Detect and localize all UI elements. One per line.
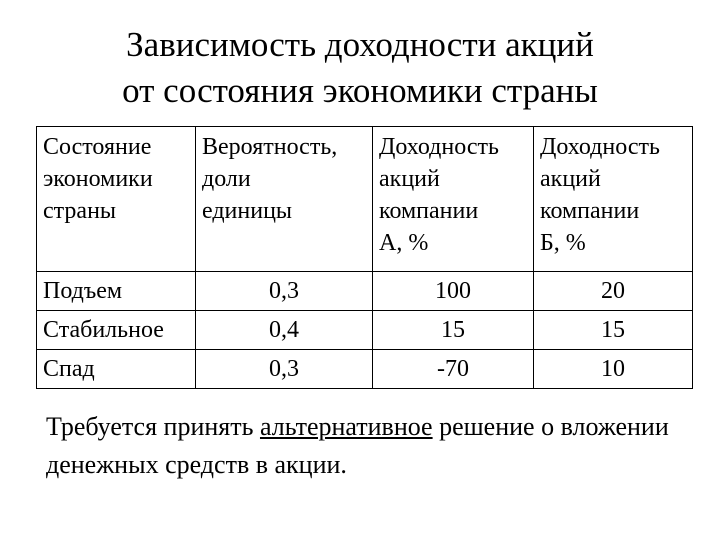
cell-return-b: 15 — [533, 310, 693, 350]
header-return-b: Доходность акций компании Б, % — [533, 126, 693, 272]
cell-return-b: 10 — [533, 349, 693, 389]
title-line-2: от состояния экономики страны — [122, 71, 598, 110]
slide-title: Зависимость доходности акций от состояни… — [0, 22, 720, 114]
table-row: Спад 0,3 -70 10 — [36, 349, 693, 389]
cell-probability: 0,4 — [195, 310, 373, 350]
header-return-a: Доходность акций компании А, % — [372, 126, 534, 272]
cell-state: Стабильное — [36, 310, 196, 350]
table-header-row: Состояние экономики страны Вероятность, … — [36, 126, 693, 272]
cell-return-a: 100 — [372, 271, 534, 311]
cell-state: Спад — [36, 349, 196, 389]
title-line-1: Зависимость доходности акций — [126, 25, 594, 64]
table-row: Подъем 0,3 100 20 — [36, 271, 693, 311]
task-note: Требуется принять альтернативное решение… — [46, 412, 669, 479]
cell-state: Подъем — [36, 271, 196, 311]
underlined-word: альтернативное — [259, 412, 433, 441]
header-economy-state: Состояние экономики страны — [36, 126, 196, 272]
cell-probability: 0,3 — [195, 349, 373, 389]
cell-return-a: 15 — [372, 310, 534, 350]
returns-table: Состояние экономики страны Вероятность, … — [36, 126, 693, 389]
cell-return-a: -70 — [372, 349, 534, 389]
table-row: Стабильное 0,4 15 15 — [36, 310, 693, 350]
header-probability: Вероятность, доли единицы — [195, 126, 373, 272]
cell-return-b: 20 — [533, 271, 693, 311]
cell-probability: 0,3 — [195, 271, 373, 311]
